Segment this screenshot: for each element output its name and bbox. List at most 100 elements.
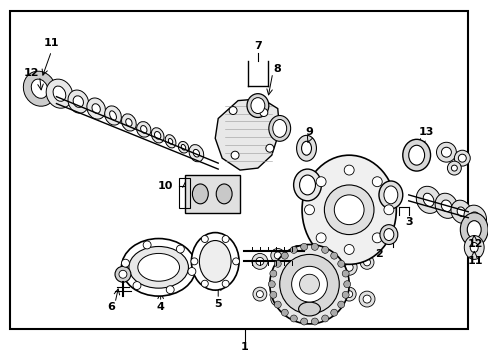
Circle shape <box>291 315 297 322</box>
Circle shape <box>364 259 370 266</box>
Text: 2: 2 <box>375 249 383 260</box>
Ellipse shape <box>189 145 204 162</box>
Circle shape <box>291 246 297 253</box>
Ellipse shape <box>460 213 488 247</box>
Circle shape <box>253 287 267 301</box>
Text: 9: 9 <box>306 127 314 138</box>
Circle shape <box>294 249 301 256</box>
Ellipse shape <box>435 193 458 219</box>
Ellipse shape <box>457 207 465 217</box>
Ellipse shape <box>470 243 478 252</box>
Circle shape <box>322 315 329 322</box>
Ellipse shape <box>384 229 394 240</box>
Circle shape <box>316 233 326 243</box>
Ellipse shape <box>178 141 189 153</box>
Circle shape <box>201 235 208 243</box>
Ellipse shape <box>247 94 269 117</box>
Circle shape <box>338 260 344 267</box>
Circle shape <box>331 252 338 259</box>
Circle shape <box>334 195 364 225</box>
Circle shape <box>322 246 329 253</box>
Circle shape <box>176 245 184 253</box>
Circle shape <box>458 154 466 162</box>
Circle shape <box>274 252 281 259</box>
Circle shape <box>437 142 456 162</box>
Circle shape <box>119 270 127 278</box>
Ellipse shape <box>294 169 321 201</box>
Ellipse shape <box>68 90 89 113</box>
Circle shape <box>122 259 129 267</box>
Circle shape <box>342 291 349 298</box>
Ellipse shape <box>181 144 186 150</box>
Circle shape <box>274 260 281 267</box>
Circle shape <box>301 318 308 325</box>
Text: 1: 1 <box>241 342 249 352</box>
Circle shape <box>115 266 131 282</box>
Circle shape <box>270 244 349 324</box>
Ellipse shape <box>423 193 434 207</box>
Ellipse shape <box>301 141 312 155</box>
Ellipse shape <box>110 111 117 120</box>
Ellipse shape <box>169 139 173 144</box>
Text: 4: 4 <box>157 302 165 312</box>
Ellipse shape <box>409 145 425 165</box>
Circle shape <box>331 309 338 316</box>
Ellipse shape <box>154 131 161 139</box>
Ellipse shape <box>251 98 265 113</box>
Circle shape <box>270 291 277 298</box>
Circle shape <box>191 258 198 265</box>
Circle shape <box>447 161 461 175</box>
Ellipse shape <box>379 181 403 209</box>
Circle shape <box>338 301 344 308</box>
Circle shape <box>311 243 318 250</box>
Ellipse shape <box>467 221 481 239</box>
Circle shape <box>281 309 288 316</box>
Ellipse shape <box>416 186 441 213</box>
Ellipse shape <box>122 114 136 131</box>
Circle shape <box>271 292 285 306</box>
Circle shape <box>280 255 339 314</box>
Circle shape <box>346 291 353 298</box>
Circle shape <box>292 266 327 302</box>
Ellipse shape <box>138 253 179 281</box>
Circle shape <box>188 267 196 275</box>
Circle shape <box>441 147 451 157</box>
Ellipse shape <box>451 200 471 223</box>
Circle shape <box>344 244 354 255</box>
Text: 11: 11 <box>467 256 483 266</box>
Ellipse shape <box>441 200 452 212</box>
Circle shape <box>341 260 357 275</box>
Circle shape <box>274 301 281 308</box>
Circle shape <box>266 144 274 152</box>
Ellipse shape <box>380 225 398 244</box>
Text: 10: 10 <box>158 181 173 191</box>
Circle shape <box>233 258 240 265</box>
Circle shape <box>256 291 263 298</box>
Ellipse shape <box>199 240 231 282</box>
Ellipse shape <box>296 135 317 161</box>
Circle shape <box>451 165 457 171</box>
Ellipse shape <box>73 96 83 107</box>
Circle shape <box>342 287 356 301</box>
Text: 3: 3 <box>405 217 413 227</box>
Ellipse shape <box>24 71 56 106</box>
Text: 12: 12 <box>467 239 483 248</box>
Circle shape <box>222 280 229 287</box>
Circle shape <box>143 241 151 249</box>
Ellipse shape <box>165 135 176 148</box>
Ellipse shape <box>465 235 484 260</box>
Ellipse shape <box>137 122 151 137</box>
Circle shape <box>363 295 371 303</box>
Text: 12: 12 <box>24 68 39 78</box>
Circle shape <box>274 296 281 302</box>
Text: 5: 5 <box>215 299 222 309</box>
Ellipse shape <box>92 104 100 113</box>
Circle shape <box>359 291 375 307</box>
Circle shape <box>133 282 141 289</box>
Circle shape <box>270 270 277 277</box>
Ellipse shape <box>53 86 66 101</box>
Bar <box>185 175 240 213</box>
Ellipse shape <box>87 98 105 119</box>
Circle shape <box>271 248 285 262</box>
Ellipse shape <box>403 139 431 171</box>
